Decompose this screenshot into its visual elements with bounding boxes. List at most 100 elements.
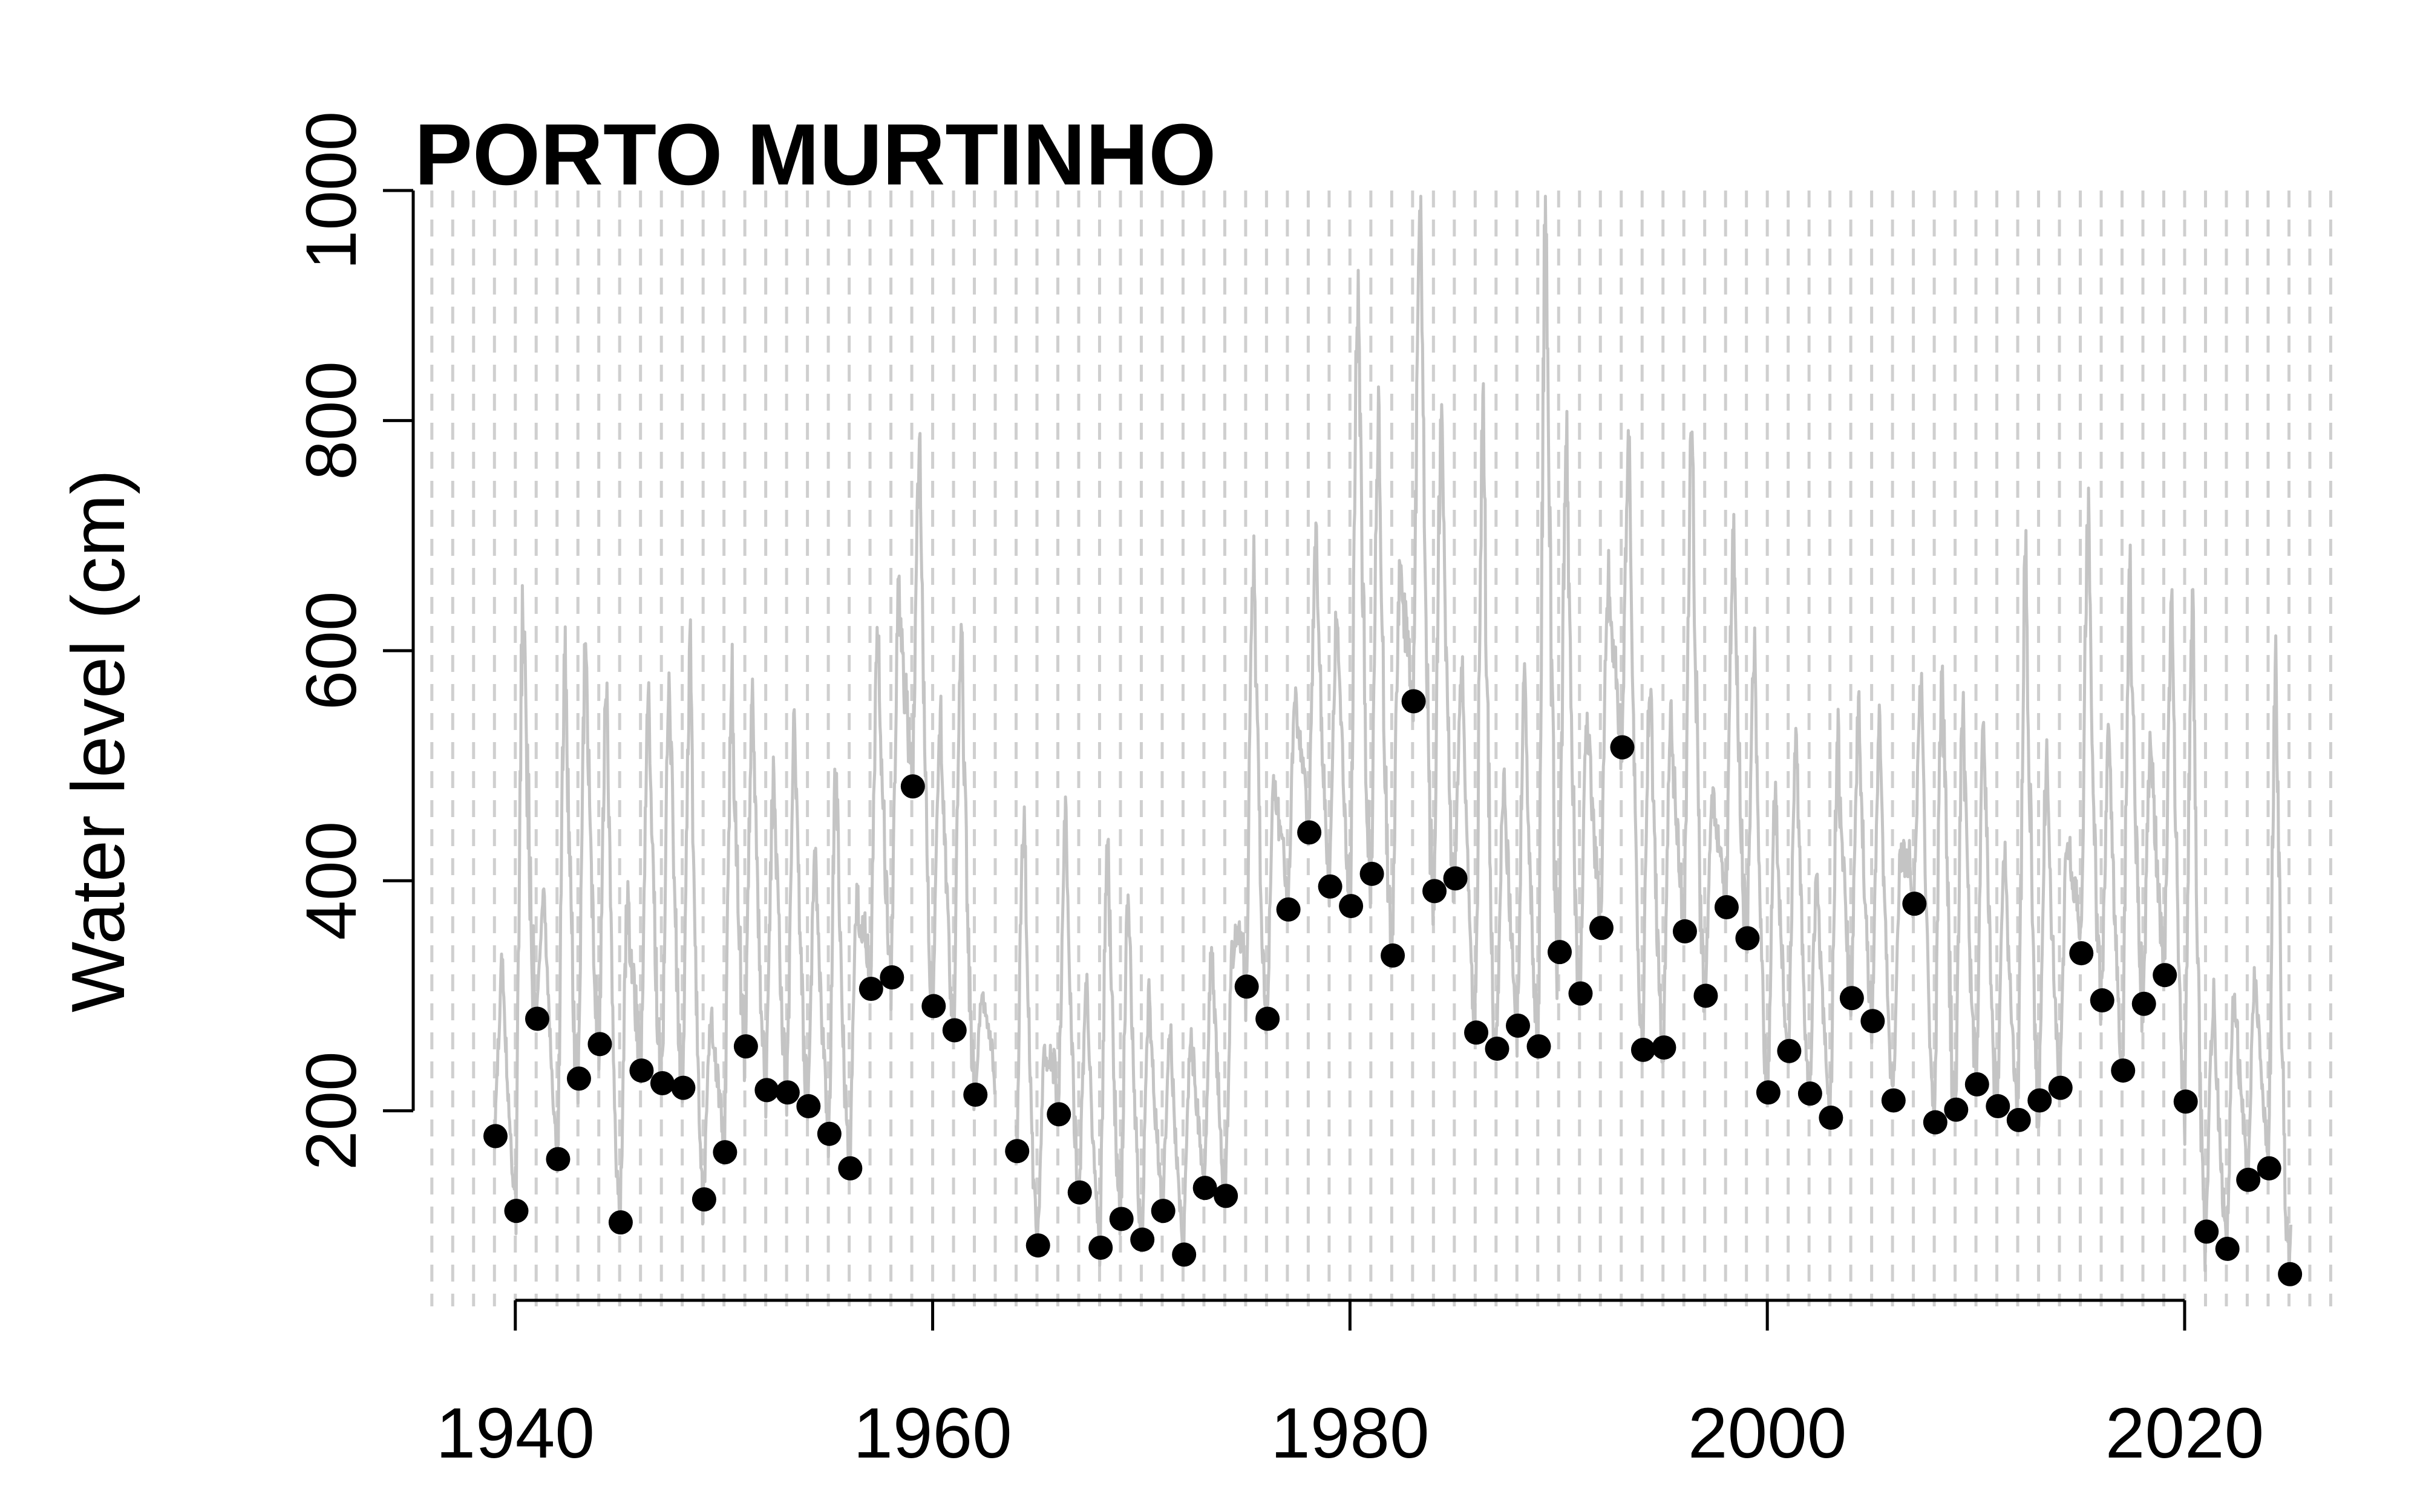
annual-point: [1234, 974, 1259, 999]
annual-point: [1318, 874, 1342, 899]
y-tick-label: 800: [292, 361, 371, 480]
annual-point: [963, 1083, 988, 1107]
annual-point: [1464, 1020, 1489, 1045]
annual-point: [796, 1094, 821, 1119]
x-tick-label: 2000: [1688, 1393, 1847, 1473]
annual-point: [754, 1078, 779, 1103]
annual-point: [1860, 1009, 1885, 1034]
annual-point: [1025, 1233, 1050, 1258]
annual-point: [1881, 1088, 1906, 1113]
annual-point: [1526, 1034, 1551, 1059]
x-tick-label: 2020: [2105, 1393, 2265, 1473]
chart-title: PORTO MURTINHO: [414, 106, 1216, 203]
annual-point: [775, 1080, 800, 1105]
annual-point: [1986, 1094, 2010, 1119]
annual-point: [1506, 1013, 1531, 1038]
x-tick-label: 1980: [1270, 1393, 1430, 1473]
annual-point: [1944, 1097, 1969, 1122]
annual-point: [713, 1140, 737, 1165]
annual-point: [1297, 820, 1322, 845]
annual-point: [2111, 1058, 2136, 1083]
annual-point: [1756, 1080, 1781, 1105]
y-tick-label: 400: [292, 821, 371, 940]
annual-point: [1964, 1072, 1989, 1097]
annual-point: [1443, 866, 1468, 891]
annual-point: [1693, 983, 1718, 1008]
annual-point: [1214, 1184, 1238, 1208]
annual-point: [2131, 991, 2156, 1016]
annual-point: [880, 965, 904, 990]
annual-point: [2215, 1236, 2240, 1261]
annual-point: [1568, 981, 1593, 1006]
annual-point: [2006, 1107, 2031, 1132]
y-tick-label: 1000: [292, 111, 371, 270]
annual-point: [1067, 1180, 1092, 1205]
water-level-series: [493, 195, 2292, 1284]
annual-point: [1839, 986, 1864, 1011]
annual-point: [1422, 879, 1447, 904]
annual-point: [483, 1124, 508, 1149]
annual-point: [525, 1006, 549, 1031]
annual-point: [858, 977, 883, 1002]
annual-point: [1381, 943, 1405, 968]
water-level-line: [493, 432, 996, 1236]
annual-point: [1547, 940, 1572, 965]
annual-point: [1005, 1139, 1030, 1164]
annual-point: [566, 1066, 591, 1091]
annual-point: [900, 774, 925, 799]
annual-point: [1735, 926, 1760, 951]
annual-point: [2173, 1089, 2198, 1114]
annual-point: [1401, 689, 1426, 714]
annual-point: [1902, 891, 1927, 916]
annual-point: [504, 1199, 529, 1224]
y-tick-label: 200: [292, 1051, 371, 1170]
annual-point: [650, 1071, 675, 1095]
annual-point: [1652, 1035, 1676, 1060]
year-gridlines: [430, 191, 2332, 1306]
annual-point: [1276, 897, 1301, 922]
annual-point: [733, 1034, 758, 1059]
annual-point: [2048, 1075, 2073, 1100]
y-tick-label: 600: [292, 591, 371, 710]
axes: 200 400 600 800 1000 1940 1960 1980 2000 2020: [292, 111, 2264, 1473]
annual-point: [817, 1121, 842, 1146]
annual-point: [671, 1075, 696, 1100]
annual-points: [483, 689, 2303, 1286]
annual-point: [1485, 1036, 1509, 1061]
annual-point: [587, 1032, 612, 1057]
annual-point: [608, 1210, 633, 1235]
y-axis-title: Water level (cm): [57, 469, 140, 1012]
annual-point: [1130, 1227, 1155, 1252]
annual-point: [2090, 988, 2114, 1013]
annual-point: [921, 994, 946, 1018]
annual-point: [692, 1187, 716, 1212]
annual-point: [1797, 1081, 1822, 1106]
annual-point: [1339, 894, 1364, 919]
annual-point: [2153, 963, 2177, 988]
annual-point: [1714, 894, 1739, 919]
annual-point: [1151, 1199, 1176, 1224]
annual-point: [1610, 735, 1635, 760]
annual-point: [1819, 1106, 1843, 1130]
annual-point: [1172, 1242, 1197, 1267]
annual-point: [1923, 1110, 1947, 1135]
annual-point: [1630, 1037, 1655, 1062]
annual-point: [1777, 1038, 1802, 1063]
annual-point: [2257, 1156, 2281, 1181]
annual-point: [1088, 1235, 1113, 1260]
x-tick-label: 1940: [436, 1393, 595, 1473]
annual-point: [2194, 1219, 2219, 1244]
annual-point: [1047, 1102, 1071, 1127]
annual-point: [1109, 1207, 1134, 1231]
annual-point: [1589, 916, 1614, 940]
annual-point: [1192, 1176, 1217, 1201]
annual-point: [2278, 1262, 2303, 1286]
annual-point: [2027, 1088, 2052, 1113]
x-tick-label: 1960: [853, 1393, 1012, 1473]
annual-point: [942, 1018, 967, 1043]
annual-point: [546, 1147, 571, 1171]
annual-point: [2236, 1167, 2261, 1192]
annual-point: [838, 1156, 863, 1181]
annual-point: [1672, 919, 1697, 943]
